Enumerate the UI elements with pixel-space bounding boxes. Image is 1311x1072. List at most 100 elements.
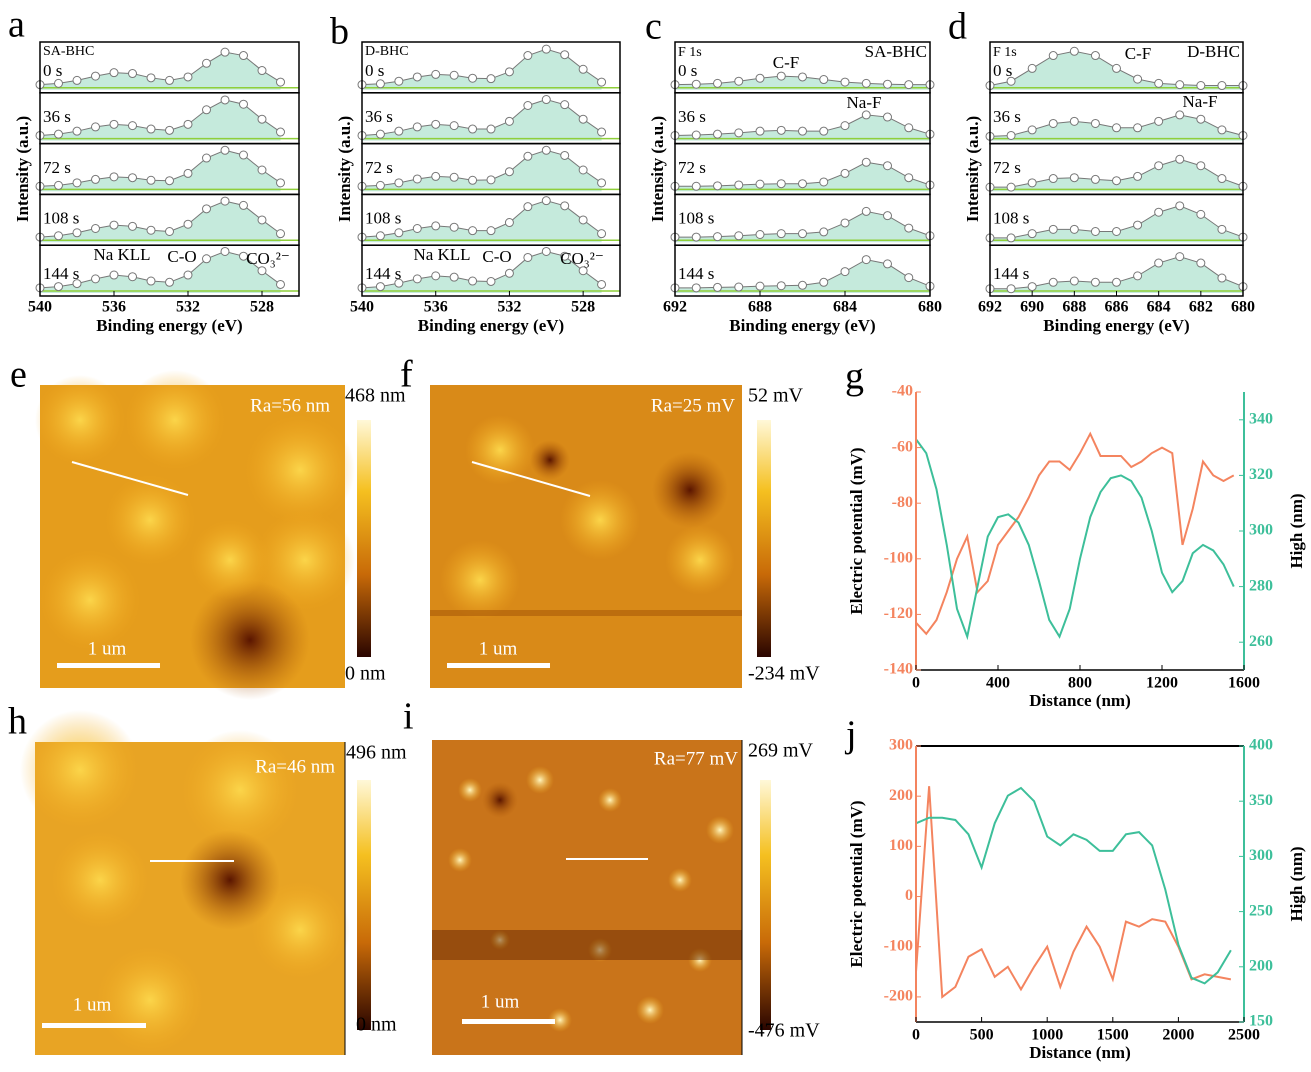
data-point [468,124,478,134]
y-axis-label: Intensity (a.u.) [963,116,982,222]
data-point [431,69,441,79]
data-point [239,150,248,160]
sample-label: SA-BHC [43,44,94,59]
data-point [883,112,892,122]
data-point [1196,258,1206,268]
data-point [1175,80,1185,90]
spectrum-fill [40,52,281,90]
data-point [54,180,63,190]
data-point [468,175,478,185]
data-point [713,282,722,292]
data-point [431,171,441,181]
data-point [560,201,570,211]
data-point [819,177,829,187]
spectrum-fill [362,200,602,243]
y2-tick-label: 340 [1249,410,1273,427]
x-axis-label: Binding energy (eV) [418,316,564,335]
data-point [734,282,744,292]
row-label: 72 s [43,158,71,177]
y-tick-label: -140 [884,661,913,678]
data-point [239,51,248,61]
data-point [1154,116,1164,126]
data-point [486,175,496,185]
data-point [109,270,119,280]
data-point [54,78,63,88]
data-point [72,279,82,289]
data-point [1069,276,1079,286]
data-point [146,276,156,286]
spectrum-fill [675,259,930,293]
data-point [1006,233,1016,243]
y2-axis-label: High (nm) [1287,846,1306,921]
data-point [375,129,385,139]
x-tick-label: 532 [497,299,521,316]
data-point [183,168,193,178]
data-point [734,76,744,86]
data-point [1112,227,1121,236]
data-point [412,224,422,234]
afm-image [432,740,771,1055]
data-point [468,276,478,286]
data-point [183,270,193,280]
row-label: 72 s [993,158,1021,177]
y-tick-label: -100 [884,937,913,954]
y-axis-label: Electric potential (mV) [847,800,866,967]
roughness: Ra=77 mV [654,748,738,769]
row-label: 144 s [365,264,401,283]
data-point [1048,277,1058,287]
data-point [394,178,404,188]
colorbar-max: 468 nm [345,385,406,407]
data-point [257,66,267,76]
data-point [1112,123,1121,133]
data-point [560,251,570,261]
y-axis-label: Electric potential (mV) [847,447,866,614]
data-point [375,180,385,190]
data-point [504,167,514,177]
data-point [776,229,786,239]
data-point [1069,173,1079,183]
data-point [523,151,533,161]
x-tick-label: 690 [1020,299,1044,316]
data-point [904,173,914,183]
data-point [597,229,607,239]
data-point [220,145,230,155]
row-label: 0 s [43,61,62,80]
x-axis-label: Distance (nm) [1029,691,1131,710]
data-point [1069,224,1079,234]
data-point [257,215,267,225]
row-label: 0 s [365,61,384,80]
data-point [1027,282,1037,292]
row-label: 0 s [993,61,1012,80]
roughness: Ra=25 mV [651,395,735,416]
data-point [109,68,119,78]
peak-label: C-O [167,247,196,266]
data-point [128,272,137,282]
data-point [1090,174,1100,184]
scale-label: 1 um [88,638,127,659]
data-point [1133,171,1143,181]
data-point [146,73,156,83]
data-point [54,129,63,139]
data-point [1133,271,1143,281]
data-point [541,246,551,256]
data-point [691,232,701,242]
data-point [840,218,850,228]
data-point [734,128,744,138]
data-point [734,231,744,241]
y-axis-label: Intensity (a.u.) [648,116,667,222]
data-point [560,100,570,110]
x-tick-label: 688 [748,299,772,316]
y-tick-label: 0 [905,887,913,904]
row-frame [674,244,931,297]
data-point [840,267,850,277]
data-point [597,77,607,87]
x-tick-label: 682 [1189,299,1213,316]
data-point [431,271,441,281]
data-point [1069,46,1079,56]
data-point [1006,284,1016,294]
data-point [202,254,211,264]
data-point [486,276,496,286]
y-tick-label: -200 [884,988,913,1005]
peak-label: Na-F [847,93,882,112]
data-point [578,114,588,124]
